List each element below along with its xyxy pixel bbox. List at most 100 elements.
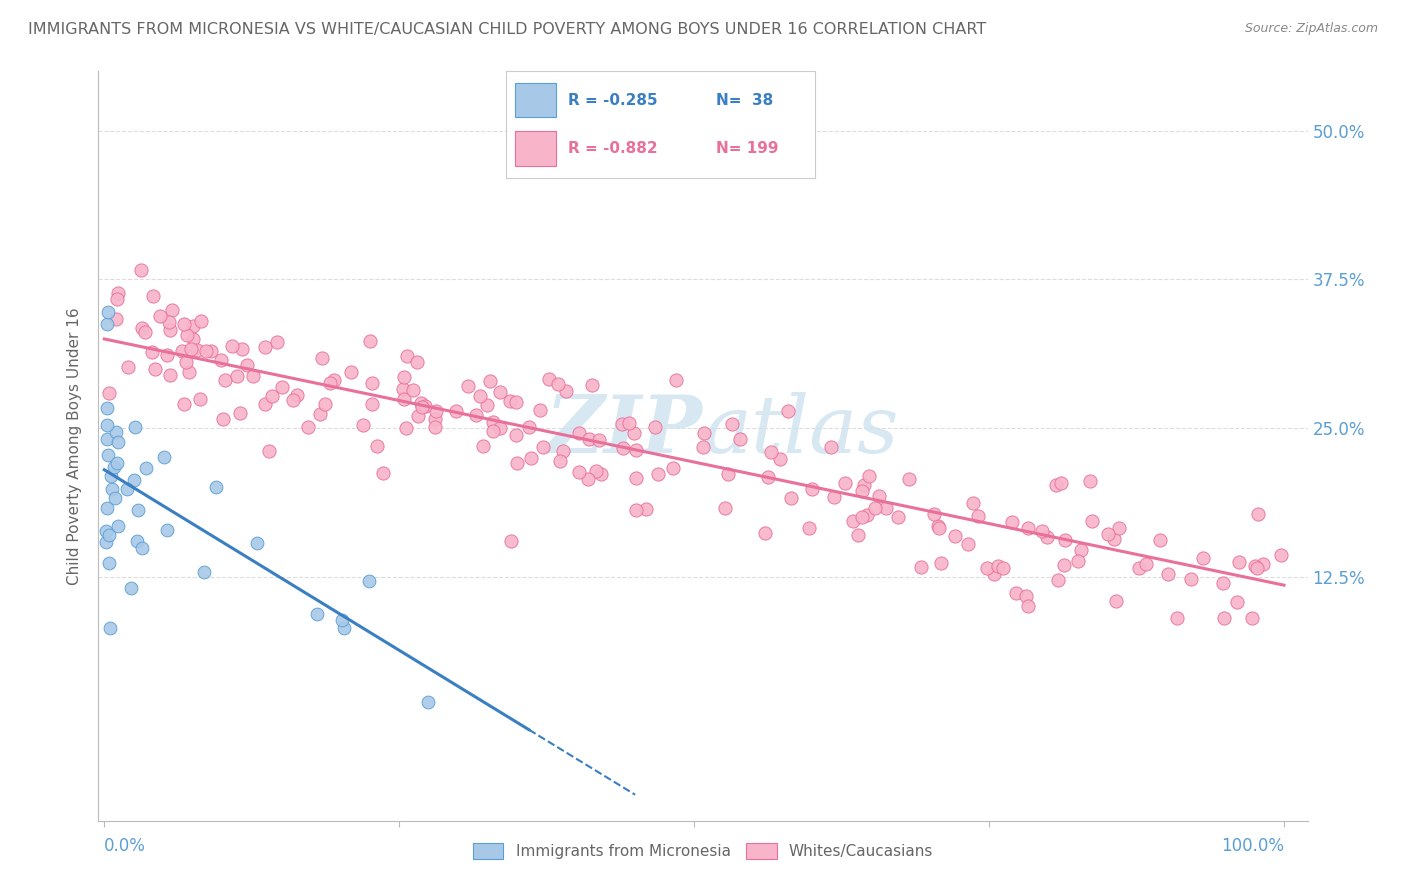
Point [98,621,121,635]
Point [96,432,118,446]
Point [444,404,467,418]
Point [1078,475,1101,489]
Point [359,574,381,589]
Point [1212,576,1234,591]
Point [103,460,125,475]
Point [131,321,153,335]
Point [366,439,388,453]
Point [413,399,436,413]
Point [875,500,897,515]
Text: atlas: atlas [703,392,898,470]
Point [799,520,821,534]
Point [181,332,204,346]
Point [204,481,226,495]
Point [898,472,921,486]
Point [1128,561,1150,575]
Point [319,376,342,390]
Point [1050,476,1073,491]
Point [1246,561,1268,575]
Point [323,373,346,387]
Point [97,305,120,319]
Point [471,439,494,453]
Point [231,342,253,356]
Point [176,328,198,343]
Point [636,502,658,516]
Point [97,448,120,462]
Point [105,457,128,471]
Point [966,509,988,524]
Point [309,407,332,421]
Point [149,309,172,323]
Point [489,421,512,435]
Point [101,483,124,497]
Point [976,561,998,575]
Point [610,417,633,431]
Point [134,325,156,339]
Point [188,392,211,406]
Point [505,427,527,442]
Point [1105,594,1128,608]
Point [1031,524,1053,538]
Point [1157,567,1180,582]
Point [107,285,129,300]
Point [104,312,127,326]
Point [547,377,569,392]
Point [820,440,842,454]
Point [568,425,591,440]
Point [1001,515,1024,529]
Point [392,370,415,384]
Point [858,469,880,483]
Point [983,566,1005,581]
Point [229,406,252,420]
Point [107,435,129,450]
Point [361,397,384,411]
Point [852,477,875,491]
Point [371,466,394,480]
Point [624,471,647,485]
Point [665,373,688,387]
Point [987,559,1010,574]
Point [392,382,415,396]
Point [245,536,267,550]
Point [332,621,354,635]
Point [929,556,952,570]
Point [135,460,157,475]
Point [842,514,865,528]
Point [956,537,979,551]
Point [104,425,127,439]
Point [624,502,647,516]
Point [194,344,217,359]
Point [922,507,945,521]
Point [721,417,744,431]
Point [1046,573,1069,587]
Point [756,470,779,484]
Point [589,467,612,481]
Point [578,433,600,447]
Point [159,323,181,337]
Point [769,452,792,467]
Point [1226,594,1249,608]
Point [851,509,873,524]
Point [156,523,179,537]
Point [846,528,869,542]
Point [728,432,751,446]
Point [692,441,714,455]
Point [928,521,950,535]
Point [97,386,120,401]
Point [529,403,551,417]
Point [531,440,554,454]
Point [285,387,308,401]
Point [142,288,165,302]
Point [406,409,429,424]
Point [214,373,236,387]
Y-axis label: Child Poverty Among Boys Under 16: Child Poverty Among Boys Under 16 [67,307,83,585]
Point [887,510,910,524]
Point [910,560,932,574]
Point [283,393,305,408]
Point [489,385,512,400]
Point [152,450,174,464]
Point [624,443,647,458]
Point [1244,558,1267,573]
Point [127,503,149,517]
Point [266,335,288,350]
